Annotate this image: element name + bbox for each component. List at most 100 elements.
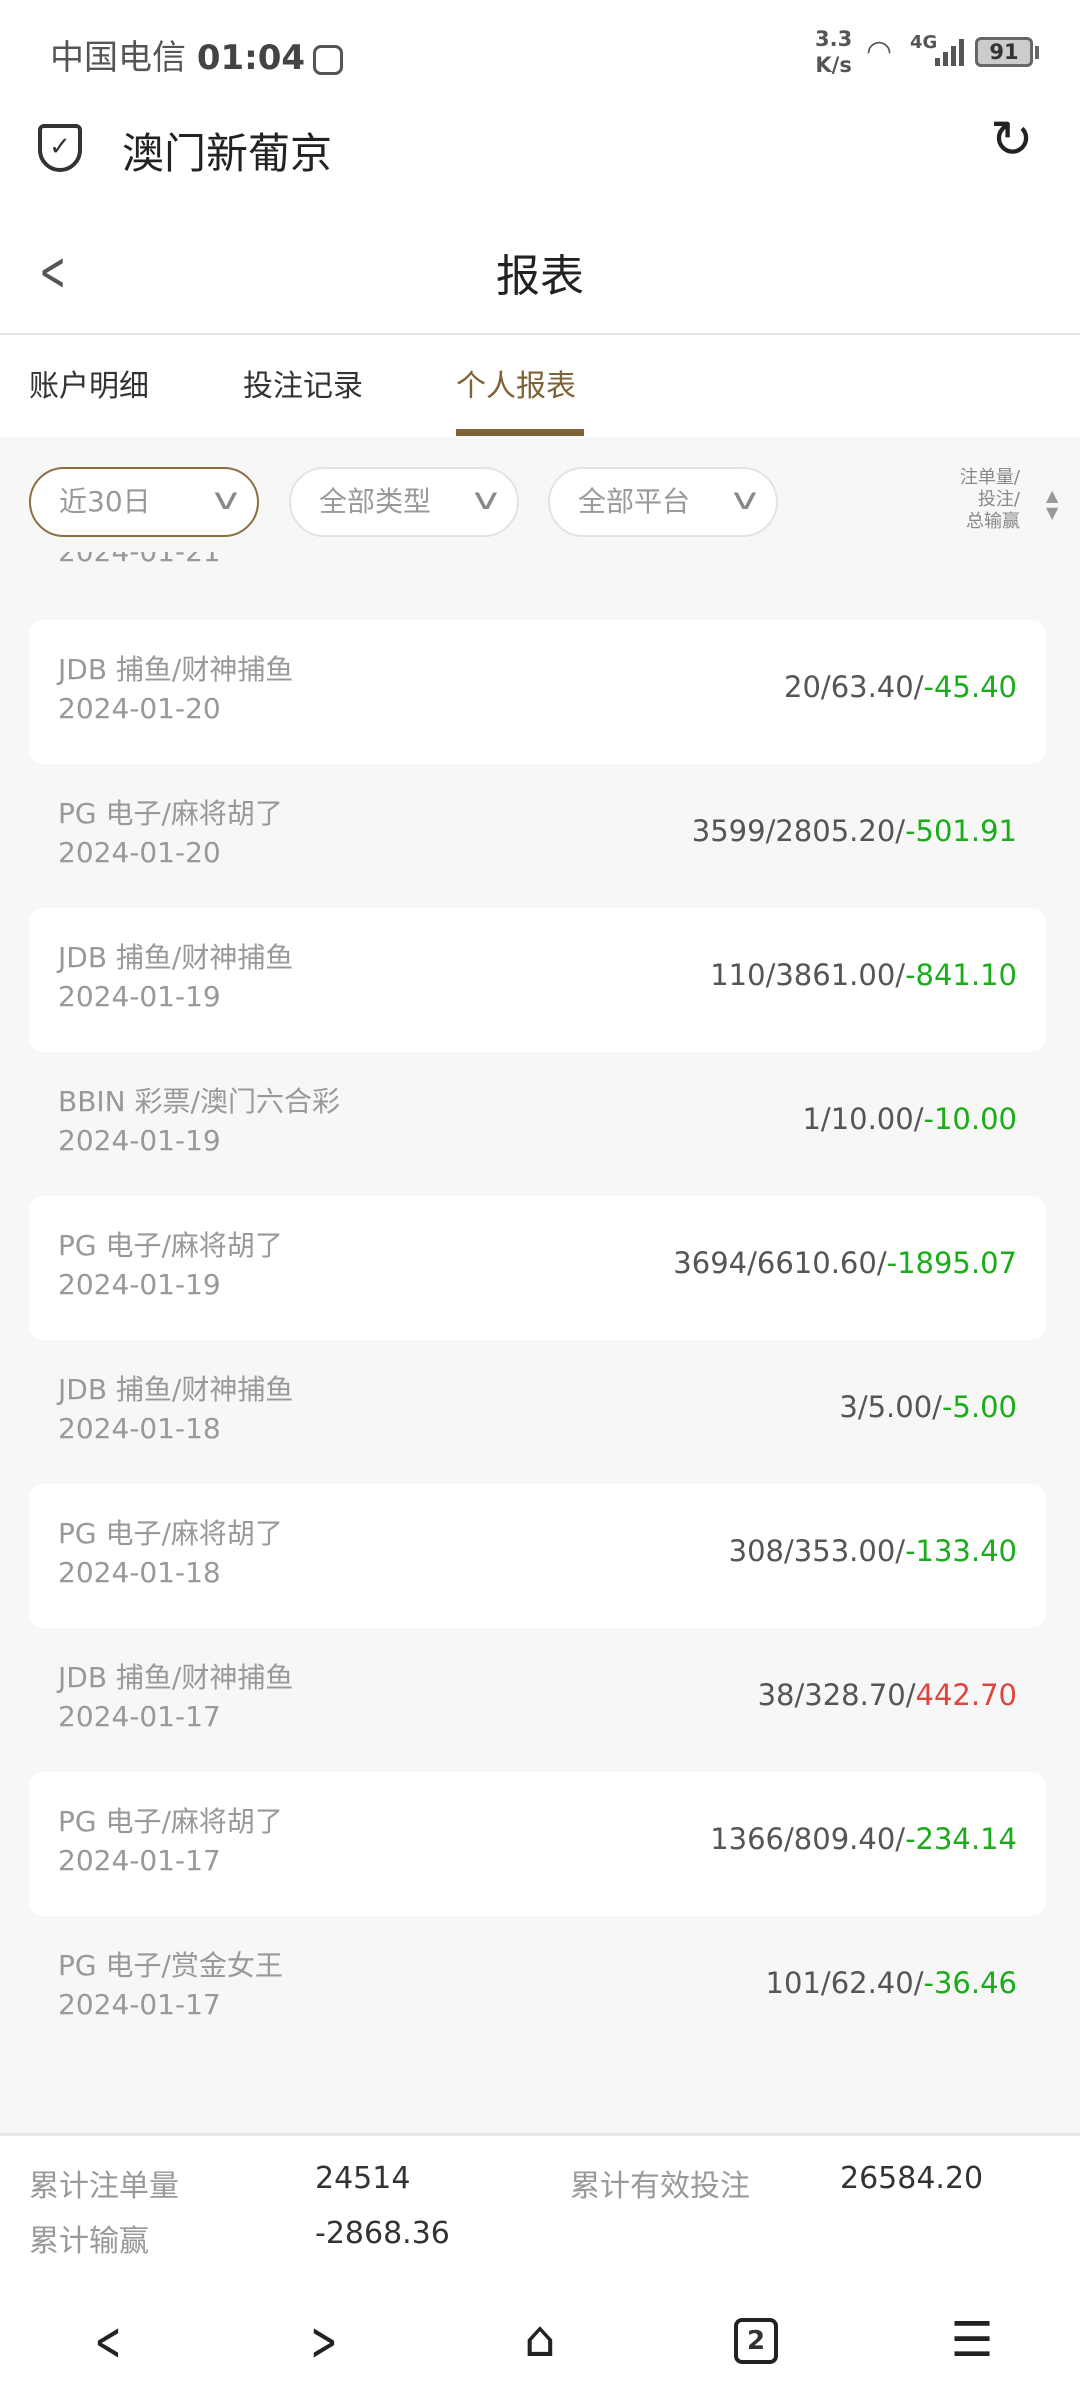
report-row[interactable]: PG 电子/赏金女王 2024-01-17 101/62.40/-36.46 [29,1916,1046,2060]
refresh-icon[interactable]: ↻ [990,110,1034,170]
game-name: JDB 捕鱼/财神捕鱼 [58,1661,294,1694]
nav-forward-icon[interactable]: > [310,2310,338,2373]
bet-count: 110 [710,958,766,992]
win-loss: -133.40 [905,1534,1017,1568]
filter-date-range[interactable]: 近30日 v [29,467,259,537]
status-bar: 中国电信 01:04 3.3 K/s ◠ 4G 91 [0,0,1080,110]
win-loss: -5.00 [941,1390,1017,1424]
tab-account-details[interactable]: 账户明细 [29,369,149,404]
total-result-value: -2868.36 [315,2216,450,2251]
game-name: BBIN 彩票/澳门六合彩 [58,1085,340,1118]
win-loss: -501.91 [905,814,1017,848]
bet-count: 1366 [710,1822,785,1856]
total-result-label: 累计输赢 [29,2224,149,2259]
bet-amount: 2805.20 [775,814,896,848]
tab-bar: 账户明细 投注记录 个人报表 [0,337,1080,437]
bet-amount: 62.40 [830,1966,914,2000]
network-speed: 3.3 K/s [815,26,852,78]
nav-back-icon[interactable]: < [94,2310,122,2373]
row-date: 2024-01-19 [58,1124,221,1157]
game-name: JDB 捕鱼/财神捕鱼 [58,653,294,686]
row-date: 2024-01-17 [58,1844,221,1877]
row-values: 20/63.40/-45.40 [784,670,1017,704]
bet-count: 3599 [691,814,766,848]
active-tab-indicator [456,429,584,436]
app-header: ✓ 澳门新葡京 ↻ [0,110,1080,220]
game-name: PG 电子/麻将胡了 [58,1229,283,1262]
row-date: 2024-01-19 [58,1268,221,1301]
sort-label-line: 投注/ [977,489,1020,510]
row-date: 2024-01-17 [58,1700,221,1733]
win-loss: -841.10 [905,958,1017,992]
report-row[interactable]: JDB 捕鱼/财神捕鱼 2024-01-17 38/328.70/442.70 [29,1628,1046,1772]
network-type: 4G [910,32,938,53]
win-loss: -10.00 [923,1102,1018,1136]
report-row[interactable]: BBIN 彩票/澳门六合彩 2024-01-19 1/10.00/-10.00 [29,1052,1046,1196]
report-row[interactable]: JDB 捕鱼/财神捕鱼 2024-01-18 3/5.00/-5.00 [29,1340,1046,1484]
bet-count: 101 [765,1966,821,2000]
wifi-icon: ◠ [866,34,893,69]
bet-amount: 63.40 [830,670,914,704]
sort-label[interactable]: 注单量/投注/总输赢 [940,467,1020,533]
bet-amount: 809.40 [793,1822,896,1856]
bet-count: 3694 [673,1246,748,1280]
speed-value: 3.3 [815,27,853,51]
page-title: 报表 [496,251,584,302]
report-row[interactable]: PG 电子/麻将胡了 2024-01-20 3599/2805.20/-501.… [29,764,1046,908]
row-values: 1366/809.40/-234.14 [710,1822,1017,1856]
nav-home-icon[interactable]: ⌂ [524,2310,556,2368]
tab-bet-records[interactable]: 投注记录 [243,369,363,404]
battery-icon: 91 [975,37,1039,67]
row-date: 2024-01-18 [58,1556,221,1589]
shield-check-icon: ✓ [38,124,82,172]
row-values: 1/10.00/-10.00 [802,1102,1017,1136]
chevron-down-icon: v [213,482,239,517]
clock: 01:04 [196,38,306,78]
win-loss: -1895.07 [886,1246,1017,1280]
filter-type[interactable]: 全部类型 v [289,467,519,537]
sort-label-line: 总输赢 [966,511,1020,532]
carrier: 中国电信 [50,38,186,78]
row-values: 3599/2805.20/-501.91 [691,814,1017,848]
signal-icon [935,36,964,66]
bet-amount: 10.00 [830,1102,914,1136]
sort-icon[interactable]: ▲ ▼ [1046,486,1059,522]
nav-tabs-icon[interactable]: 2 [734,2318,778,2364]
total-count-value: 24514 [315,2161,411,2196]
tab-personal-report[interactable]: 个人报表 [456,369,576,404]
win-loss: -36.46 [923,1966,1018,2000]
row-values: 101/62.40/-36.46 [765,1966,1018,2000]
row-values: 38/328.70/442.70 [757,1678,1017,1712]
bet-amount: 353.00 [793,1534,896,1568]
browser-nav-bar: < > ⌂ 2 ☰ [0,2290,1080,2400]
game-name: PG 电子/麻将胡了 [58,1517,283,1550]
bet-amount: 6610.60 [756,1246,877,1280]
report-row[interactable]: JDB 捕鱼/财神捕鱼 2024-01-20 20/63.40/-45.40 [29,620,1046,764]
game-name: PG 电子/麻将胡了 [58,797,283,830]
filter-label: 全部类型 [319,485,432,518]
row-date: 2024-01-19 [58,980,221,1013]
speed-unit: K/s [815,53,852,77]
clipped-date: 2024-01-21 [58,552,221,572]
nav-menu-icon[interactable]: ☰ [950,2312,994,2368]
report-row[interactable]: PG 电子/麻将胡了 2024-01-19 3694/6610.60/-1895… [29,1196,1046,1340]
back-icon[interactable]: < [39,240,67,303]
game-name: PG 电子/麻将胡了 [58,1805,283,1838]
bet-count: 3 [839,1390,858,1424]
title-bar: < 报表 [0,220,1080,335]
row-values: 3/5.00/-5.00 [839,1390,1017,1424]
chevron-down-icon: v [732,482,758,517]
report-row[interactable]: JDB 捕鱼/财神捕鱼 2024-01-19 110/3861.00/-841.… [29,908,1046,1052]
bet-amount: 3861.00 [775,958,896,992]
app-name: 澳门新葡京 [122,129,333,178]
report-row[interactable]: PG 电子/麻将胡了 2024-01-17 1366/809.40/-234.1… [29,1772,1046,1916]
report-row[interactable]: PG 电子/麻将胡了 2024-01-18 308/353.00/-133.40 [29,1484,1046,1628]
bet-amount: 328.70 [804,1678,906,1712]
row-date: 2024-01-17 [58,1988,221,2021]
filter-platform[interactable]: 全部平台 v [548,467,778,537]
bet-amount: 5.00 [867,1390,933,1424]
sort-label-line: 注单量/ [959,467,1020,488]
win-loss: -234.14 [905,1822,1017,1856]
bet-count: 38 [757,1678,795,1712]
